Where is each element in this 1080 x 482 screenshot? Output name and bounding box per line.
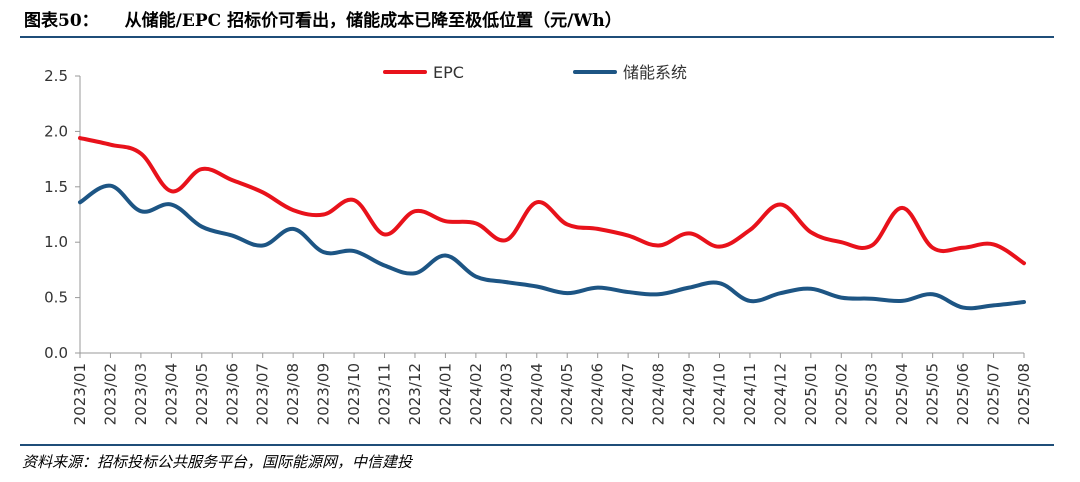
x-tick-label: 2024/06 (589, 363, 607, 425)
x-tick-label: 2025/04 (893, 363, 911, 425)
x-tick-label: 2023/03 (132, 363, 150, 425)
x-tick-label: 2025/05 (924, 363, 942, 425)
y-tick-label: 2.0 (44, 122, 68, 140)
x-tick-label: 2024/09 (680, 363, 698, 425)
series-line-epc (78, 136, 1026, 266)
x-tick-label: 2025/07 (985, 363, 1003, 425)
source-rule (20, 444, 1054, 446)
legend: EPC 储能系统 (383, 63, 687, 82)
legend-label-storage-system: 储能系统 (623, 63, 687, 82)
legend-label-epc: EPC (433, 63, 464, 82)
y-tick-label: 0.0 (44, 344, 68, 362)
x-tick-label: 2024/03 (497, 363, 515, 425)
x-tick-label: 2024/07 (619, 363, 637, 425)
source-note: 资料来源：招标投标公共服务平台，国际能源网，中信建投 (22, 453, 413, 471)
y-axis: 0.0 0.5 1.0 1.5 2.0 2.5 (44, 67, 81, 362)
series-line-storage-system (78, 183, 1026, 311)
x-axis: 2023/01 2023/02 2023/03 2023/04 2023/05 2023/… (71, 352, 1033, 425)
x-tick-label: 2023/01 (71, 363, 89, 425)
figure-title: 从储能/EPC 招标价可看出，储能成本已降至极低位置（元/Wh） (124, 11, 622, 31)
x-tick-label: 2024/10 (710, 363, 728, 425)
x-tick-label: 2023/07 (254, 363, 272, 425)
x-tick-label: 2023/08 (284, 363, 302, 425)
x-tick-label: 2025/08 (1015, 363, 1033, 425)
x-tick-label: 2025/03 (863, 363, 881, 425)
series-group (78, 136, 1026, 311)
x-tick-label: 2023/10 (345, 363, 363, 425)
y-tick-label: 1.0 (44, 233, 68, 251)
y-tick-label: 2.5 (44, 67, 68, 85)
y-tick-label: 0.5 (44, 289, 68, 307)
x-tick-label: 2024/01 (436, 363, 454, 425)
figure-title-bar: 图表50： 从储能/EPC 招标价可看出，储能成本已降至极低位置（元/Wh） (24, 6, 622, 31)
x-tick-label: 2023/05 (193, 363, 211, 425)
x-tick-label: 2023/09 (315, 363, 333, 425)
x-tick-label: 2023/11 (376, 363, 394, 425)
x-tick-label: 2024/11 (741, 363, 759, 425)
title-rule (20, 36, 1054, 38)
x-tick-label: 2024/02 (467, 363, 485, 425)
x-tick-label: 2025/06 (954, 363, 972, 425)
x-tick-label: 2025/01 (802, 363, 820, 425)
y-tick-label: 1.5 (44, 178, 68, 196)
x-tick-label: 2024/12 (771, 363, 789, 425)
x-tick-label: 2023/02 (101, 363, 119, 425)
x-tick-label: 2024/04 (528, 363, 546, 425)
x-tick-label: 2024/08 (650, 363, 668, 425)
x-tick-label: 2023/12 (406, 363, 424, 425)
x-tick-label: 2024/05 (558, 363, 576, 425)
x-tick-label: 2023/04 (162, 363, 180, 425)
x-tick-label: 2025/02 (832, 363, 850, 425)
x-tick-label: 2023/06 (223, 363, 241, 425)
figure-label: 图表50： (24, 11, 99, 31)
